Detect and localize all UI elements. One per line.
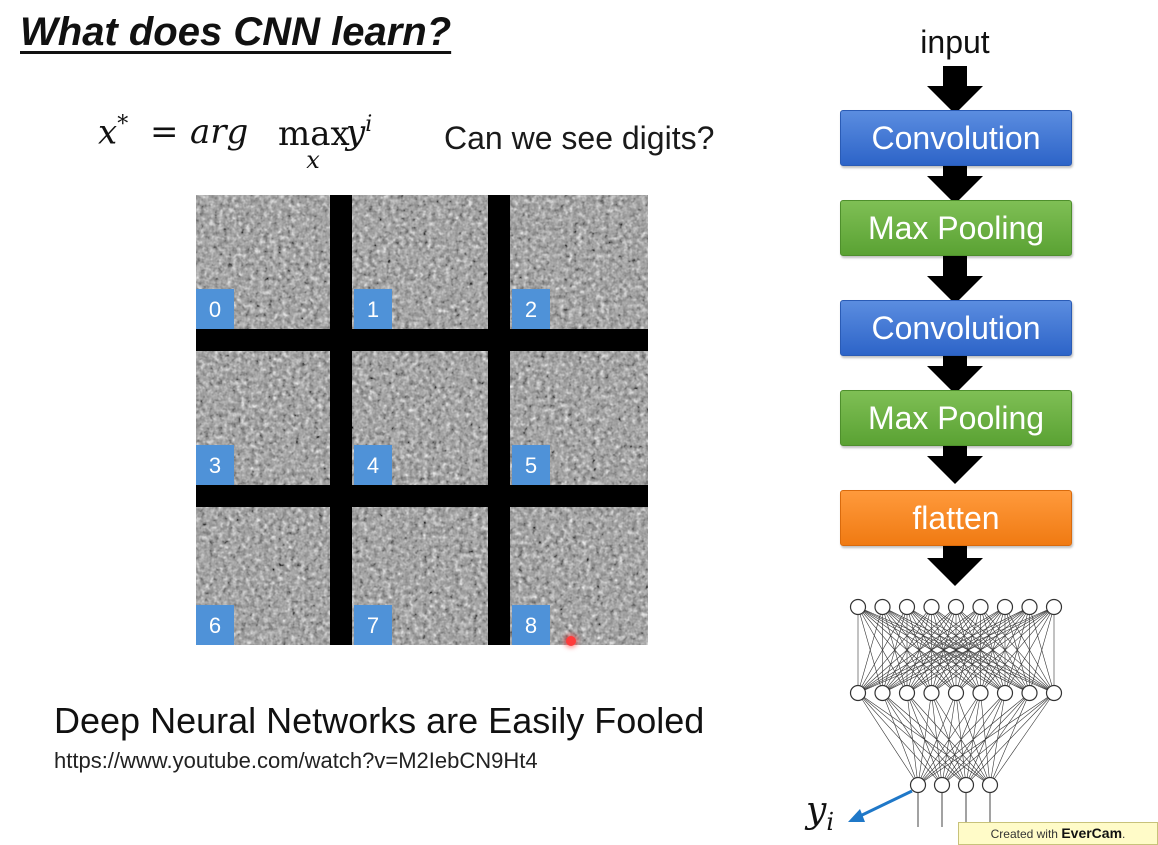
flow-arrow-1 bbox=[927, 156, 983, 204]
question-text: Can we see digits? bbox=[444, 120, 715, 156]
flow-arrow-5 bbox=[927, 538, 983, 586]
output-label: yi bbox=[806, 790, 835, 837]
neuron-l2-3 bbox=[981, 776, 999, 794]
neuron-l0-6 bbox=[996, 598, 1014, 616]
neuron-l0-5 bbox=[972, 598, 989, 616]
digit-cell-label-0: 0 bbox=[196, 289, 234, 329]
neuron-l1-4 bbox=[947, 684, 965, 702]
neuron-l2-0 bbox=[909, 776, 927, 794]
neuron-l1-2 bbox=[898, 684, 916, 702]
digit-cell-label-4: 4 bbox=[354, 445, 392, 485]
flow-arrow-3 bbox=[927, 346, 983, 394]
flow-block-pool-1: Max Pooling bbox=[840, 200, 1072, 256]
neuron-l0-2 bbox=[898, 598, 916, 616]
grid-divider-horizontal-0 bbox=[196, 329, 648, 351]
svg-text:3: 3 bbox=[209, 453, 221, 478]
flow-block-pool-3: Max Pooling bbox=[840, 390, 1072, 446]
output-arrow-head bbox=[848, 809, 865, 822]
digit-cell-label-2: 2 bbox=[512, 289, 550, 329]
neuron-l1-1 bbox=[874, 684, 891, 702]
flow-arrow-2 bbox=[927, 256, 983, 304]
neuron-l0-8 bbox=[1045, 598, 1063, 616]
grid-divider-horizontal-1 bbox=[196, 485, 648, 507]
neuron-l0-3 bbox=[923, 598, 940, 616]
grid-dividers bbox=[196, 195, 648, 645]
digit-noise-grid: 0 1 2 3 4 5 6 7 8 bbox=[196, 195, 648, 645]
video-link[interactable]: https://www.youtube.com/watch?v=M2IebCN9… bbox=[54, 748, 538, 773]
formula-equals: = bbox=[150, 112, 179, 152]
formula-max: max x bbox=[278, 114, 350, 174]
neuron-l1-3 bbox=[923, 684, 940, 702]
neuron-l1-6 bbox=[996, 684, 1014, 702]
flow-arrow-4 bbox=[927, 436, 983, 484]
page-title: What does CNN learn? bbox=[20, 10, 452, 54]
neuron-l1-5 bbox=[972, 684, 989, 702]
svg-text:5: 5 bbox=[525, 453, 537, 478]
flow-block-flat-4: flatten bbox=[840, 490, 1072, 546]
digit-cell-label-5: 5 bbox=[512, 445, 550, 485]
digit-cell-label-3: 3 bbox=[196, 445, 234, 485]
formula-arg: arg bbox=[190, 112, 249, 152]
digit-cell-label-6: 6 bbox=[196, 605, 234, 645]
neuron-l0-0 bbox=[849, 598, 867, 616]
svg-text:8: 8 bbox=[525, 613, 537, 638]
output-arrow bbox=[857, 789, 913, 819]
svg-text:0: 0 bbox=[209, 297, 221, 322]
digit-cell-label-8: 8 bbox=[512, 605, 550, 645]
svg-text:2: 2 bbox=[525, 297, 537, 322]
neuron-l1-0 bbox=[849, 684, 867, 702]
caption-text: Deep Neural Networks are Easily Fooled bbox=[54, 700, 705, 741]
network-edges bbox=[857, 606, 1055, 786]
grid-divider-vertical-0 bbox=[330, 195, 352, 645]
neuron-l0-7 bbox=[1021, 598, 1038, 616]
digit-cell-label-1: 1 bbox=[354, 289, 392, 329]
svg-text:1: 1 bbox=[367, 297, 379, 322]
neuron-l2-1 bbox=[933, 776, 951, 794]
grid-labels: 0 1 2 3 4 5 6 7 8 bbox=[196, 289, 550, 645]
evercam-watermark: Created with EverCam. bbox=[958, 822, 1158, 845]
svg-text:7: 7 bbox=[367, 613, 379, 638]
cnn-flow-diagram: input Convolution Max Pooling Convolution M… bbox=[820, 0, 1120, 845]
neuron-l0-1 bbox=[874, 598, 891, 616]
cursor-pointer bbox=[566, 636, 576, 646]
flow-block-conv-0: Convolution bbox=[840, 110, 1072, 166]
svg-text:6: 6 bbox=[209, 613, 221, 638]
svg-text:4: 4 bbox=[367, 453, 379, 478]
neuron-l2-2 bbox=[957, 776, 975, 794]
flow-block-conv-2: Convolution bbox=[840, 300, 1072, 356]
noise-texture bbox=[196, 195, 648, 645]
neuron-l1-7 bbox=[1021, 684, 1038, 702]
formula-rhs: yi bbox=[346, 112, 373, 153]
neuron-l0-4 bbox=[947, 598, 965, 616]
formula-lhs: x* bbox=[98, 112, 129, 153]
fully-connected-network bbox=[848, 598, 1063, 827]
digit-cell-label-7: 7 bbox=[354, 605, 392, 645]
grid-divider-vertical-1 bbox=[488, 195, 510, 645]
input-label: input bbox=[920, 24, 990, 60]
neuron-l1-8 bbox=[1045, 684, 1063, 702]
flow-arrow-0 bbox=[927, 66, 983, 114]
argmax-formula: x* = arg max x yi bbox=[98, 112, 398, 182]
